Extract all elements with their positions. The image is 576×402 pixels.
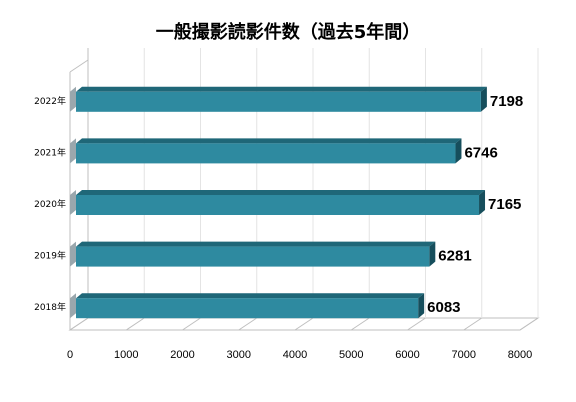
x-tick-label: 7000 bbox=[452, 349, 476, 361]
bar-end-face bbox=[455, 138, 462, 164]
gridline-floor bbox=[294, 317, 314, 331]
bar bbox=[70, 190, 486, 215]
chart-bars bbox=[70, 86, 487, 319]
gridline-floor bbox=[69, 317, 89, 331]
category-label: 2019年 bbox=[34, 250, 66, 262]
bar-front-face bbox=[76, 143, 456, 164]
wall-top-edge bbox=[69, 59, 89, 73]
x-tick-label: 1000 bbox=[114, 349, 138, 361]
x-tick-label: 8000 bbox=[508, 349, 532, 361]
bar-top-face bbox=[76, 138, 462, 144]
data-label: 6281 bbox=[438, 248, 471, 265]
category-label: 2021年 bbox=[34, 146, 66, 158]
x-tick-label: 5000 bbox=[339, 349, 363, 361]
bar-front-face bbox=[76, 195, 480, 215]
data-label: 7198 bbox=[490, 93, 523, 110]
bar-top-face bbox=[76, 293, 425, 299]
bar bbox=[70, 293, 425, 319]
bar-top-face bbox=[76, 241, 436, 247]
chart-labels: 0 1000 2000 3000 4000 5000 6000 7000 8000 2018年 60… bbox=[34, 93, 532, 361]
category-label: 2020年 bbox=[34, 198, 66, 210]
x-tick-label: 3000 bbox=[227, 349, 251, 361]
bar-end-face bbox=[480, 86, 487, 112]
bar bbox=[70, 241, 436, 267]
bar-end-face bbox=[418, 293, 425, 319]
bar-base-shadow bbox=[70, 293, 76, 319]
bar-base-shadow bbox=[70, 190, 76, 215]
bar-front-face bbox=[76, 246, 430, 267]
category-label: 2018年 bbox=[34, 301, 66, 313]
gridline-floor bbox=[463, 317, 483, 331]
bar-base-shadow bbox=[70, 241, 76, 267]
bar-base-shadow bbox=[70, 138, 76, 164]
bar-front-face bbox=[76, 298, 419, 319]
bar-base-shadow bbox=[70, 86, 76, 112]
gridline-floor bbox=[238, 317, 258, 331]
x-tick-label: 6000 bbox=[395, 349, 419, 361]
x-tick-label: 2000 bbox=[170, 349, 194, 361]
x-tick-label: 0 bbox=[67, 349, 73, 361]
bar-end-face bbox=[479, 190, 486, 215]
data-label: 6083 bbox=[427, 299, 460, 316]
category-label: 2022年 bbox=[34, 95, 66, 107]
bar-end-face bbox=[429, 241, 436, 267]
chart-title: 一般撮影読影件数（過去5年間） bbox=[155, 22, 421, 43]
x-tick-label: 4000 bbox=[283, 349, 307, 361]
gridline-floor bbox=[125, 317, 145, 331]
bar bbox=[70, 86, 487, 112]
gridline-floor bbox=[350, 317, 370, 331]
gridline-floor bbox=[519, 317, 539, 331]
gridline-floor bbox=[182, 317, 201, 331]
bar-top-face bbox=[76, 86, 487, 92]
data-label: 6746 bbox=[464, 144, 497, 161]
data-label: 7165 bbox=[488, 196, 521, 213]
bar-top-face bbox=[76, 190, 486, 195]
bar-front-face bbox=[76, 91, 481, 112]
gridline-floor bbox=[407, 317, 426, 331]
bar bbox=[70, 138, 462, 164]
